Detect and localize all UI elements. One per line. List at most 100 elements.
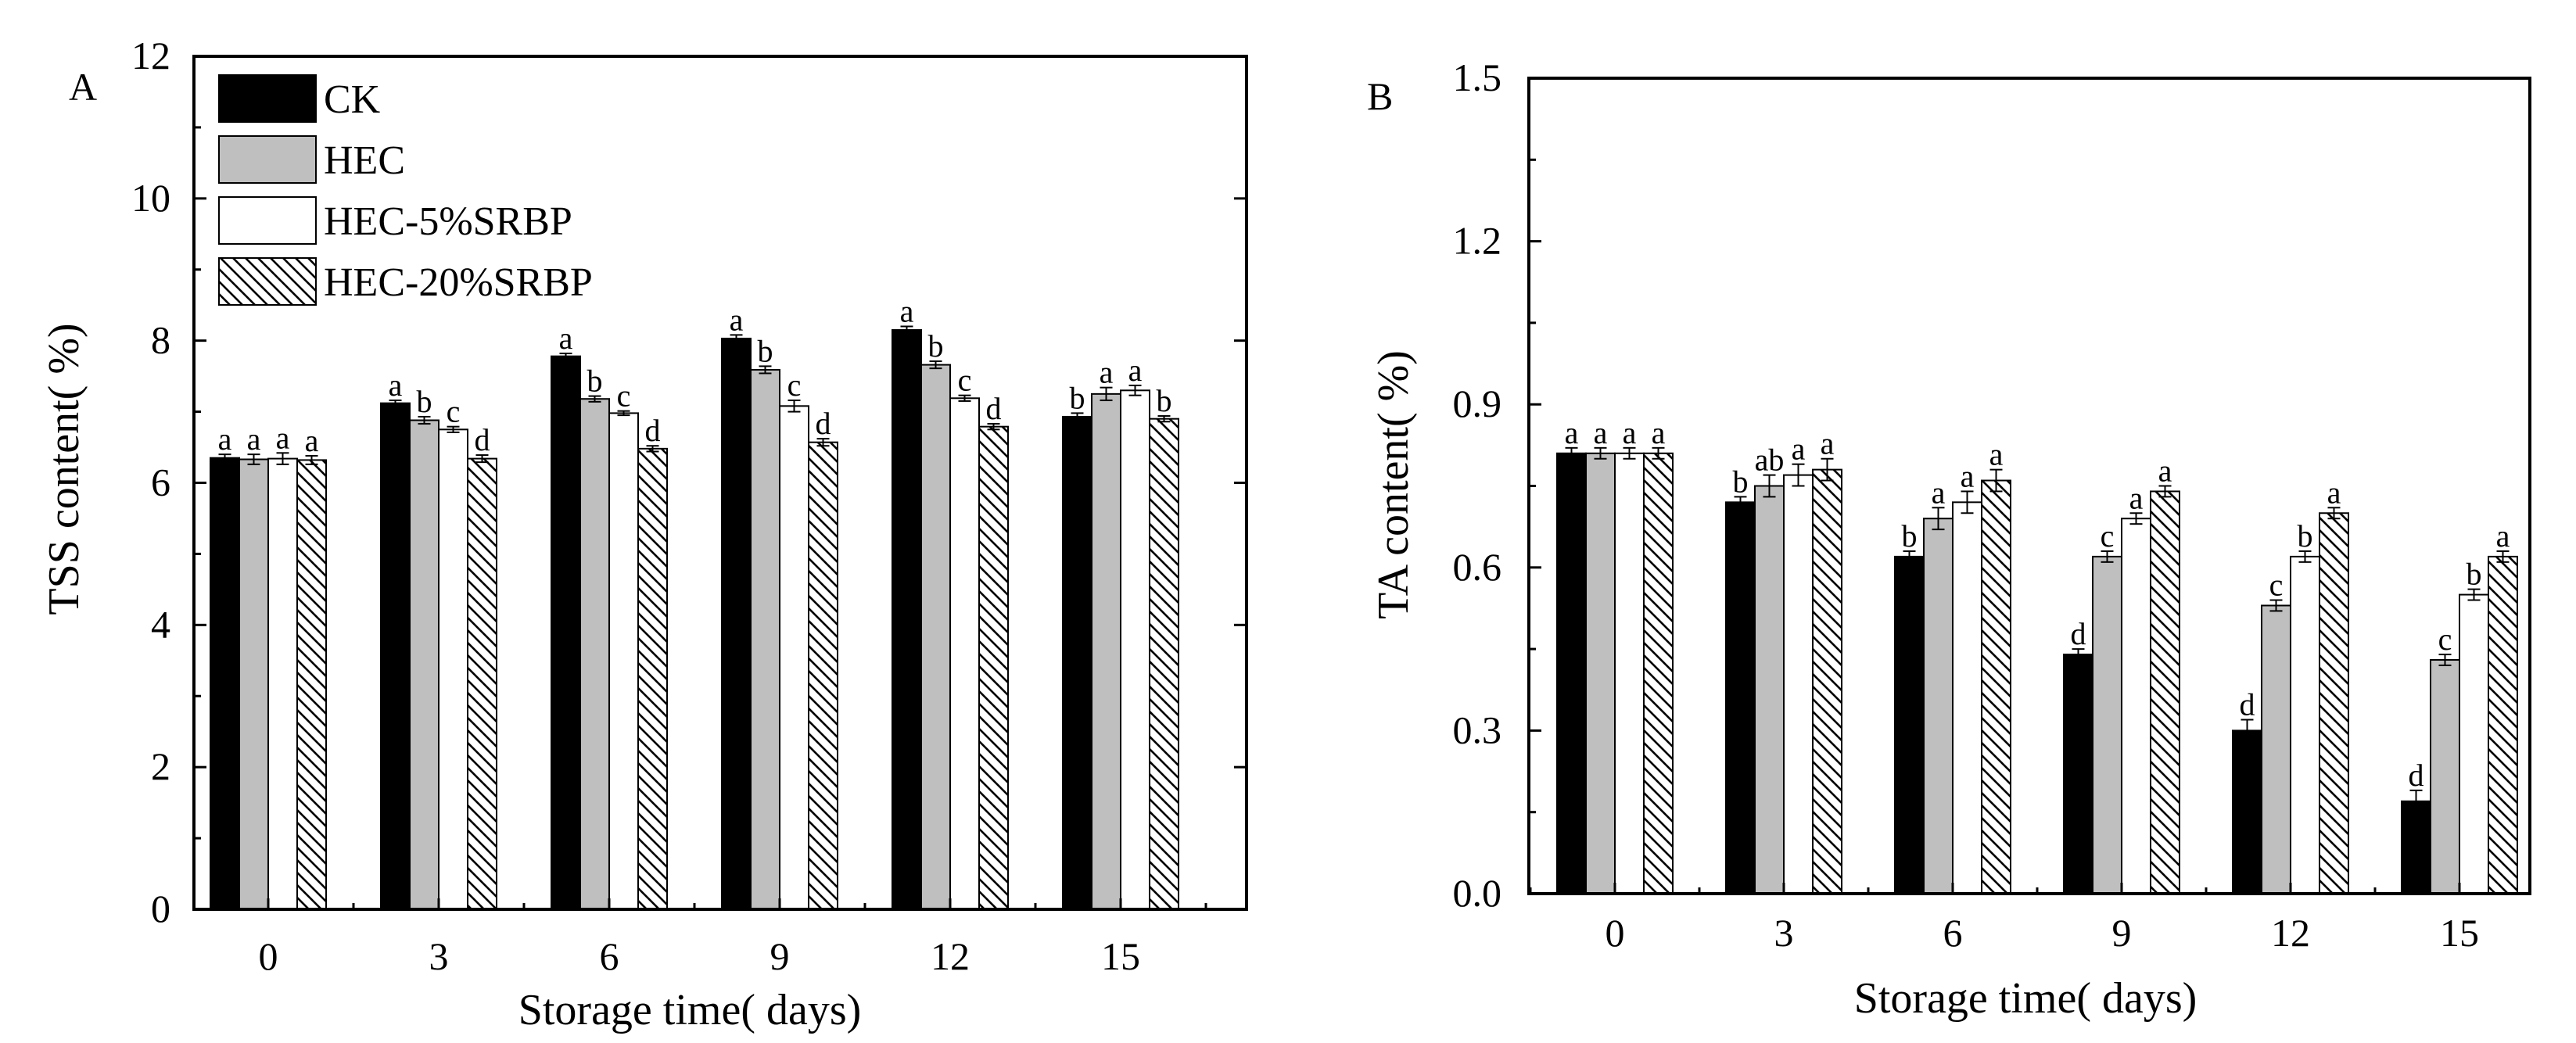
bar bbox=[1754, 485, 1785, 894]
significance-letter: a bbox=[1792, 432, 1806, 467]
bar bbox=[296, 459, 327, 910]
bar bbox=[1062, 415, 1092, 910]
significance-letter: c bbox=[2101, 518, 2115, 554]
bar bbox=[1643, 452, 1674, 894]
significance-letter: b bbox=[928, 328, 944, 364]
bar bbox=[210, 457, 240, 910]
significance-letter: a bbox=[2496, 518, 2510, 554]
significance-letter: c bbox=[788, 367, 802, 403]
significance-letter: a bbox=[2158, 453, 2172, 489]
bar bbox=[1556, 452, 1587, 894]
bar bbox=[438, 428, 468, 910]
bar bbox=[579, 398, 610, 910]
bar bbox=[2063, 654, 2093, 894]
significance-letter: a bbox=[1100, 355, 1114, 390]
significance-letter: c bbox=[2269, 568, 2284, 603]
bar bbox=[2150, 490, 2180, 894]
bar bbox=[1614, 452, 1645, 894]
y-tick-label: 8 bbox=[151, 318, 170, 362]
x-axis-label-a: Storage time( days) bbox=[518, 986, 862, 1034]
significance-letter: b bbox=[758, 333, 773, 368]
x-tick-label: 0 bbox=[1606, 911, 1625, 955]
x-tick-label: 0 bbox=[259, 934, 278, 978]
significance-letter: a bbox=[276, 420, 290, 455]
significance-letter: a bbox=[1623, 415, 1637, 450]
significance-letter: b bbox=[2467, 557, 2482, 592]
significance-letter: a bbox=[2327, 475, 2341, 510]
bar bbox=[2232, 729, 2262, 895]
bar bbox=[2459, 593, 2489, 894]
significance-letter: b bbox=[1070, 380, 1085, 415]
x-axis-label-b: Storage time( days) bbox=[1854, 974, 2197, 1023]
significance-letter: a bbox=[1565, 415, 1579, 450]
bar bbox=[779, 405, 809, 910]
bar bbox=[1725, 501, 1756, 894]
legend-swatch bbox=[218, 74, 317, 123]
y-axis-label-a: TSS content( %) bbox=[40, 323, 88, 615]
plot-frame bbox=[192, 55, 1248, 911]
bar bbox=[1120, 389, 1150, 910]
bar bbox=[1783, 474, 1814, 894]
y-tick-label: 10 bbox=[131, 176, 170, 220]
x-tick-label: 9 bbox=[770, 934, 790, 978]
panel-label-b: B bbox=[1367, 74, 1393, 118]
significance-letter: d bbox=[2409, 758, 2424, 793]
significance-letter: a bbox=[2129, 480, 2144, 515]
significance-letter: a bbox=[1821, 426, 1835, 461]
legend-swatch bbox=[218, 135, 317, 184]
significance-letter: a bbox=[1594, 415, 1608, 450]
bar bbox=[2488, 555, 2518, 894]
significance-letter: a bbox=[305, 423, 319, 458]
bar bbox=[808, 441, 838, 910]
x-tick-label: 3 bbox=[429, 934, 449, 978]
x-tick-label: 3 bbox=[1774, 911, 1794, 955]
plot-frame bbox=[1527, 77, 2531, 895]
significance-letter: a bbox=[1128, 353, 1143, 388]
significance-letter: d bbox=[475, 422, 490, 457]
bar bbox=[978, 425, 1009, 910]
significance-letter: d bbox=[986, 391, 1002, 426]
x-tick-label: 6 bbox=[600, 934, 619, 978]
bar bbox=[1585, 452, 1616, 894]
x-tick-label: 15 bbox=[2440, 911, 2479, 955]
significance-letter: a bbox=[389, 367, 403, 403]
bar bbox=[721, 337, 752, 911]
significance-letter: b bbox=[1902, 518, 1918, 554]
significance-letter: c bbox=[617, 378, 631, 414]
bar bbox=[380, 402, 411, 910]
bar bbox=[608, 412, 639, 910]
bar bbox=[1894, 555, 1925, 894]
significance-letter: d bbox=[816, 406, 831, 441]
y-tick-label: 6 bbox=[151, 461, 170, 504]
x-tick-label: 6 bbox=[1943, 911, 1963, 955]
legend-label: HEC-5%SRBP bbox=[324, 199, 572, 244]
bar bbox=[2430, 659, 2460, 894]
legend-label: HEC bbox=[324, 138, 405, 183]
bar bbox=[2092, 555, 2122, 894]
bar bbox=[467, 457, 497, 910]
bar bbox=[949, 397, 980, 911]
bar bbox=[2261, 604, 2291, 894]
y-tick-label: 0.0 bbox=[1453, 871, 1502, 915]
bar bbox=[1149, 418, 1179, 910]
x-tick-label: 12 bbox=[931, 934, 970, 978]
bar bbox=[892, 329, 922, 910]
x-tick-label: 9 bbox=[2112, 911, 2132, 955]
significance-letter: b bbox=[1733, 464, 1749, 499]
y-tick-label: 0.9 bbox=[1453, 382, 1502, 425]
legend-swatch bbox=[218, 196, 317, 245]
significance-letter: b bbox=[587, 364, 603, 399]
y-tick-label: 4 bbox=[151, 602, 170, 646]
significance-letter: a bbox=[730, 302, 744, 337]
bar bbox=[2319, 512, 2349, 894]
significance-letter: b bbox=[1157, 383, 1172, 418]
significance-letter: a bbox=[559, 321, 573, 356]
significance-letter: a bbox=[1961, 458, 1975, 493]
legend-label: CK bbox=[324, 77, 381, 122]
bar bbox=[920, 364, 951, 911]
bar bbox=[2401, 800, 2431, 894]
significance-letter: a bbox=[1989, 437, 2004, 472]
significance-letter: a bbox=[900, 293, 914, 328]
bar bbox=[267, 457, 298, 910]
